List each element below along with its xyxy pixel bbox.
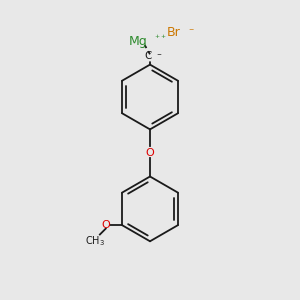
Text: $^{-}$: $^{-}$ [157,50,163,59]
Text: O: O [146,148,154,158]
Text: $^{++}$: $^{++}$ [154,34,167,43]
Text: C: C [145,51,152,61]
Text: Br: Br [167,26,180,39]
Text: O: O [101,220,110,230]
Text: CH$_3$: CH$_3$ [85,234,106,248]
Text: $^{-}$: $^{-}$ [188,26,195,34]
Text: Mg: Mg [129,34,148,48]
